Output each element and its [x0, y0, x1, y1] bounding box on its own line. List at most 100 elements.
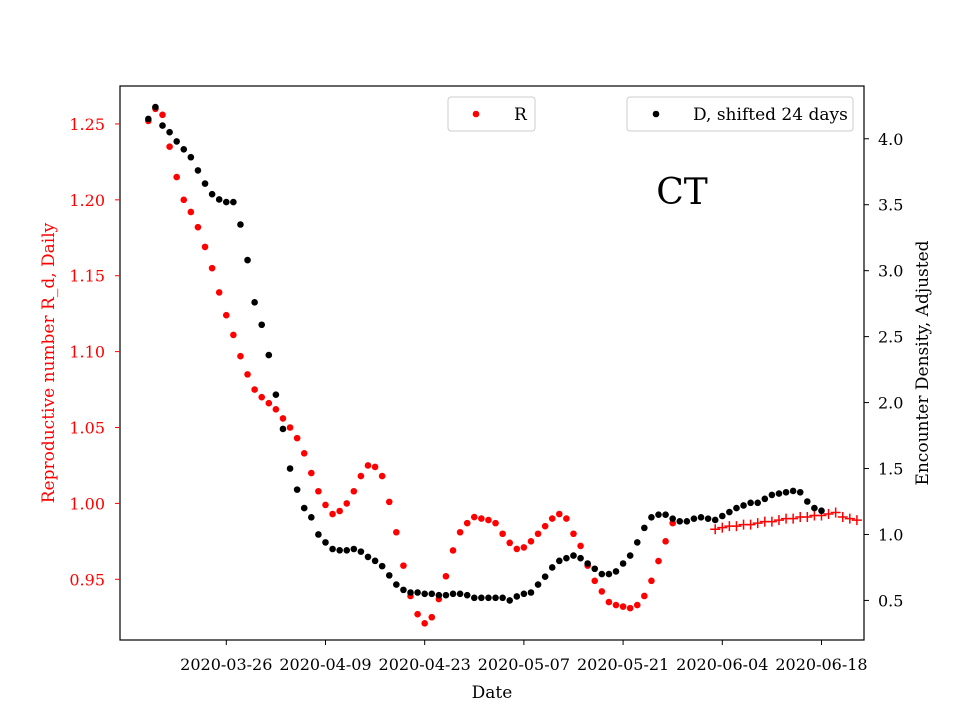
series-2-point [612, 568, 620, 575]
series-0-point [194, 223, 202, 231]
series-2-point [541, 573, 549, 580]
series-0-point [655, 557, 662, 565]
series-layer [145, 103, 862, 627]
series-0-point [591, 577, 599, 585]
series-2-point [258, 321, 266, 329]
series-2-point [315, 531, 322, 538]
series-2-point [626, 552, 634, 559]
series-0-point [463, 519, 471, 527]
series-0-point [385, 498, 393, 506]
x-axis-title: Date [472, 683, 513, 703]
series-2-point [633, 539, 641, 546]
series-0-point [230, 331, 237, 339]
series-1-point [788, 513, 799, 524]
series-0-point [641, 592, 648, 600]
y-left-tick-label: 1.10 [69, 343, 105, 362]
series-1-point [731, 521, 742, 532]
series-0-point [215, 289, 223, 296]
series-2-point [577, 554, 584, 562]
series-2-point [584, 560, 591, 567]
series-2-point [215, 196, 223, 203]
series-2-point [548, 564, 556, 571]
series-0-point [442, 572, 450, 580]
series-2-point [293, 486, 301, 493]
series-2-point [768, 491, 776, 499]
plot-area [120, 86, 864, 640]
series-2-point [513, 593, 521, 600]
series-0-point [336, 507, 343, 515]
series-0-point [371, 463, 379, 471]
series-2-point [187, 153, 195, 161]
series-1-point [752, 518, 763, 529]
series-0-point [570, 530, 577, 538]
series-0-point [244, 371, 251, 378]
x-tick-label: 2020-06-04 [676, 655, 768, 674]
y-left-tick-label: 1.00 [69, 494, 105, 513]
series-2-point [818, 507, 825, 515]
series-2-point [322, 539, 329, 546]
y-left-tick-label: 1.15 [69, 267, 105, 286]
series-2-point [230, 198, 237, 206]
series-2-point [747, 499, 754, 507]
series-0-point [286, 424, 294, 431]
series-0-point [173, 173, 180, 181]
series-0-point [492, 519, 499, 527]
series-0-point [577, 542, 584, 550]
series-2-point [421, 590, 428, 598]
series-2-point [343, 547, 351, 554]
series-0-point [428, 613, 436, 621]
series-2-point [265, 351, 273, 359]
series-2-point [400, 586, 407, 594]
y-axis-right: 0.5 1.0 1.5 2.0 2.5 3.0 3.5 4.0 [864, 130, 903, 610]
series-0-point [300, 450, 308, 457]
series-2-point [378, 562, 386, 570]
series-2-point [662, 511, 669, 518]
series-2-point [449, 590, 457, 598]
series-0-point [393, 528, 400, 536]
series-2-point [350, 545, 358, 553]
y-right-tick-label: 3.5 [878, 196, 903, 215]
series-2-point [435, 591, 443, 599]
series-2-point [563, 554, 570, 562]
series-0-point [180, 196, 188, 204]
series-0-point [499, 530, 506, 538]
series-0-point [449, 547, 457, 554]
x-tick-label: 2020-05-07 [478, 655, 570, 674]
series-2-point [329, 545, 336, 553]
y-left-tick-label: 1.05 [69, 419, 105, 438]
y-left-tick-label: 1.20 [69, 191, 105, 210]
series-0-point [513, 545, 521, 553]
series-0-point [563, 515, 570, 522]
series-2-point [364, 553, 372, 561]
y-right-tick-label: 1.0 [878, 525, 903, 544]
legend-right-label: D, shifted 24 days [693, 105, 848, 125]
series-2-point [527, 589, 535, 596]
series-2-point [669, 515, 676, 522]
series-0-point [251, 386, 258, 393]
x-axis: 2020-03-26 2020-04-09 2020-04-23 2020-05-07… [180, 640, 868, 674]
series-2-point [520, 590, 528, 598]
series-0-point [237, 352, 244, 360]
series-0-point [357, 472, 365, 480]
series-0-point [619, 603, 627, 610]
series-0-point [187, 208, 195, 216]
series-0-point [343, 500, 351, 507]
series-2-point [718, 512, 726, 520]
series-2-point [393, 581, 400, 588]
series-2-point [598, 570, 606, 578]
series-2-point [485, 594, 492, 602]
series-2-point [463, 591, 471, 599]
series-0-point [329, 510, 336, 518]
legend-right-box [626, 96, 854, 132]
series-2-point [789, 487, 797, 495]
series-0-point [378, 472, 386, 480]
series-0-point [605, 598, 613, 606]
series-2 [145, 103, 825, 604]
series-2-point [222, 198, 230, 206]
series-0-point [456, 528, 464, 536]
series-0-point [400, 562, 407, 569]
series-0-point [414, 610, 421, 618]
series-2-point [796, 488, 804, 496]
series-2-point [251, 299, 258, 306]
